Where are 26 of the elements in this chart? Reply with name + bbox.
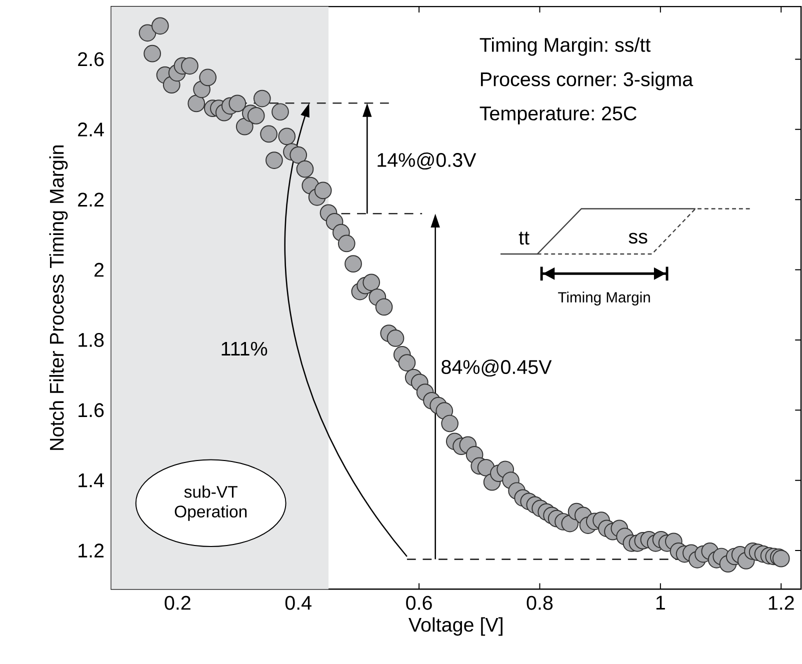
annotation: tt <box>518 232 530 245</box>
x-tick-label: 0.2 <box>164 596 190 610</box>
y-tick-label: 1.4 <box>78 474 104 488</box>
y-tick-label: 2.2 <box>78 192 104 207</box>
y-tick-label: 1.2 <box>78 544 104 558</box>
y-tick-label: 1.8 <box>78 333 104 348</box>
x-tick-label: 0.6 <box>406 596 432 610</box>
annotation: ss <box>628 232 648 244</box>
x-axis-title: Voltage [V] <box>408 617 502 636</box>
annotation: 111% <box>222 342 268 356</box>
y-tick-label: 2.6 <box>78 52 104 66</box>
x-tick-label: 1 <box>656 596 665 610</box>
x-tick-label: 0.4 <box>285 596 312 610</box>
x-tick-label: 0.8 <box>526 596 553 610</box>
y-tick-label: 2.4 <box>78 122 104 136</box>
annotation: Timing Margin: ss/tt <box>480 37 651 56</box>
y-axis-title: Notch Filter Process Timing Margin <box>49 146 68 450</box>
annotation: Process corner: 3-sigma <box>480 72 694 90</box>
annotation: Timing Margin <box>558 292 650 306</box>
y-tick-label: 1.6 <box>78 403 104 418</box>
annotation: 84%@0.45V <box>442 360 552 377</box>
band-label: sub-VT Operation <box>174 486 247 521</box>
y-tick-label: 2 <box>94 262 104 277</box>
x-tick-label: 1.2 <box>768 596 794 610</box>
annotation: Temperature: 25C <box>480 106 636 124</box>
annotation: 14%@0.3V <box>378 152 476 170</box>
